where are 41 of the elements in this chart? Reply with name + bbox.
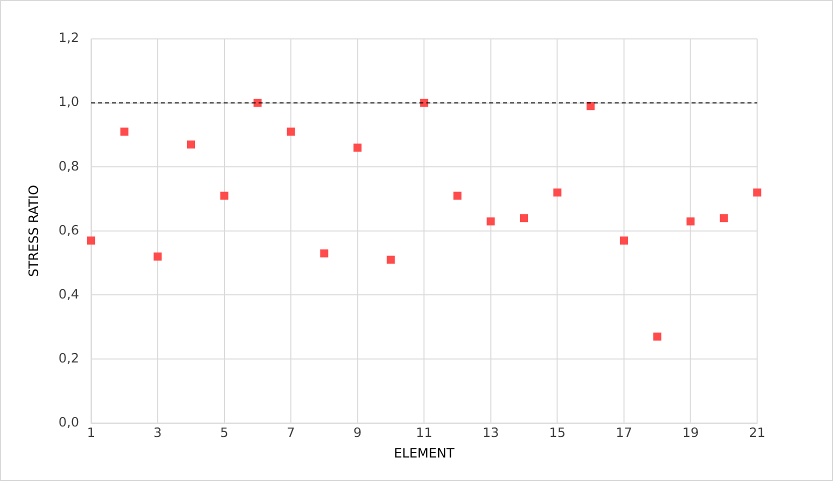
y-tick-label: 0,4 bbox=[58, 287, 80, 302]
point bbox=[420, 98, 428, 107]
point bbox=[753, 188, 762, 197]
point bbox=[720, 214, 728, 222]
point bbox=[120, 128, 128, 136]
point bbox=[386, 256, 395, 264]
point bbox=[586, 102, 595, 110]
point bbox=[320, 249, 328, 258]
x-tick-label: 9 bbox=[353, 426, 362, 442]
y-axis-title: STRESS RATIO bbox=[27, 184, 42, 277]
point bbox=[486, 217, 495, 226]
point bbox=[154, 252, 162, 261]
y-tick-label: 1,2 bbox=[58, 31, 80, 46]
point bbox=[353, 144, 362, 152]
y-tick-label: 1,0 bbox=[58, 95, 80, 110]
x-tick-label: 19 bbox=[682, 426, 699, 442]
x-axis-title: ELEMENT bbox=[394, 446, 454, 462]
point bbox=[653, 332, 662, 341]
x-tick-label: 21 bbox=[748, 426, 766, 442]
y-tick-label: 0,8 bbox=[58, 159, 80, 174]
point bbox=[254, 98, 262, 107]
x-tick-label: 3 bbox=[154, 426, 162, 442]
point bbox=[686, 217, 695, 226]
y-tick-label: 0,2 bbox=[58, 351, 80, 366]
point bbox=[620, 236, 628, 245]
point bbox=[286, 128, 295, 136]
x-tick-label: 13 bbox=[482, 426, 499, 442]
x-tick-label: 15 bbox=[549, 426, 566, 442]
y-tick-label: 0,0 bbox=[58, 415, 80, 430]
point bbox=[220, 192, 228, 200]
y-tick-label: 0,6 bbox=[58, 223, 80, 238]
point bbox=[553, 188, 562, 197]
x-tick-label: 5 bbox=[220, 426, 228, 442]
x-tick-label: 17 bbox=[616, 426, 632, 442]
x-tick-label: 11 bbox=[416, 426, 432, 442]
x-tick-label: 1 bbox=[86, 426, 96, 442]
point bbox=[453, 192, 462, 200]
point bbox=[520, 214, 528, 222]
x-tick-label: 7 bbox=[286, 426, 296, 442]
point bbox=[186, 140, 196, 149]
point bbox=[87, 236, 96, 245]
